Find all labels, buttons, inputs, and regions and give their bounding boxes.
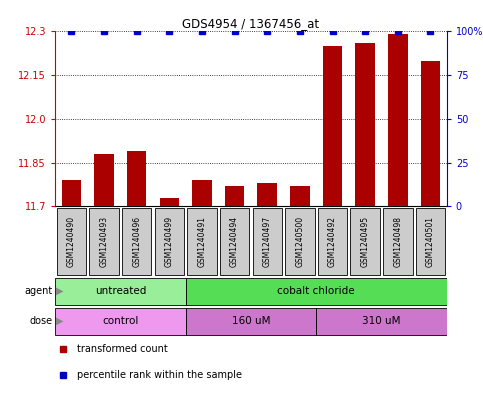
Text: control: control xyxy=(102,316,139,326)
Bar xyxy=(383,208,412,275)
Text: 310 uM: 310 uM xyxy=(362,316,401,326)
Bar xyxy=(388,34,408,206)
Text: agent: agent xyxy=(25,286,53,296)
Bar xyxy=(316,308,447,334)
Bar xyxy=(185,308,316,334)
Bar xyxy=(421,61,440,206)
Bar xyxy=(94,154,114,206)
Bar xyxy=(55,278,185,305)
Bar xyxy=(62,180,81,206)
Text: cobalt chloride: cobalt chloride xyxy=(277,286,355,296)
Text: untreated: untreated xyxy=(95,286,146,296)
Text: GSM1240495: GSM1240495 xyxy=(361,216,369,267)
Bar xyxy=(122,208,151,275)
Bar xyxy=(318,208,347,275)
Title: GDS4954 / 1367456_at: GDS4954 / 1367456_at xyxy=(183,17,319,30)
Bar xyxy=(290,186,310,206)
Text: GSM1240490: GSM1240490 xyxy=(67,216,76,267)
Text: ▶: ▶ xyxy=(56,316,64,326)
Text: 160 uM: 160 uM xyxy=(232,316,270,326)
Bar xyxy=(323,46,342,206)
Bar xyxy=(355,43,375,206)
Bar xyxy=(57,208,86,275)
Text: GSM1240494: GSM1240494 xyxy=(230,216,239,267)
Bar xyxy=(89,208,119,275)
Bar xyxy=(225,186,244,206)
Bar xyxy=(127,151,146,206)
Bar xyxy=(192,180,212,206)
Text: GSM1240497: GSM1240497 xyxy=(263,216,272,267)
Text: GSM1240492: GSM1240492 xyxy=(328,216,337,267)
Text: GSM1240491: GSM1240491 xyxy=(198,216,206,267)
Text: transformed count: transformed count xyxy=(77,344,167,354)
Bar xyxy=(159,198,179,206)
Text: GSM1240496: GSM1240496 xyxy=(132,216,141,267)
Bar xyxy=(55,308,185,334)
Text: GSM1240501: GSM1240501 xyxy=(426,216,435,267)
Bar xyxy=(187,208,217,275)
Text: GSM1240493: GSM1240493 xyxy=(99,216,109,267)
Bar xyxy=(253,208,282,275)
Bar xyxy=(155,208,184,275)
Bar xyxy=(185,278,447,305)
Text: percentile rank within the sample: percentile rank within the sample xyxy=(77,370,241,380)
Text: GSM1240500: GSM1240500 xyxy=(296,216,304,267)
Bar xyxy=(257,183,277,206)
Bar xyxy=(285,208,314,275)
Text: GSM1240499: GSM1240499 xyxy=(165,216,174,267)
Bar xyxy=(220,208,249,275)
Bar xyxy=(416,208,445,275)
Text: ▶: ▶ xyxy=(56,286,64,296)
Text: GSM1240498: GSM1240498 xyxy=(393,216,402,267)
Bar xyxy=(351,208,380,275)
Text: dose: dose xyxy=(29,316,53,326)
